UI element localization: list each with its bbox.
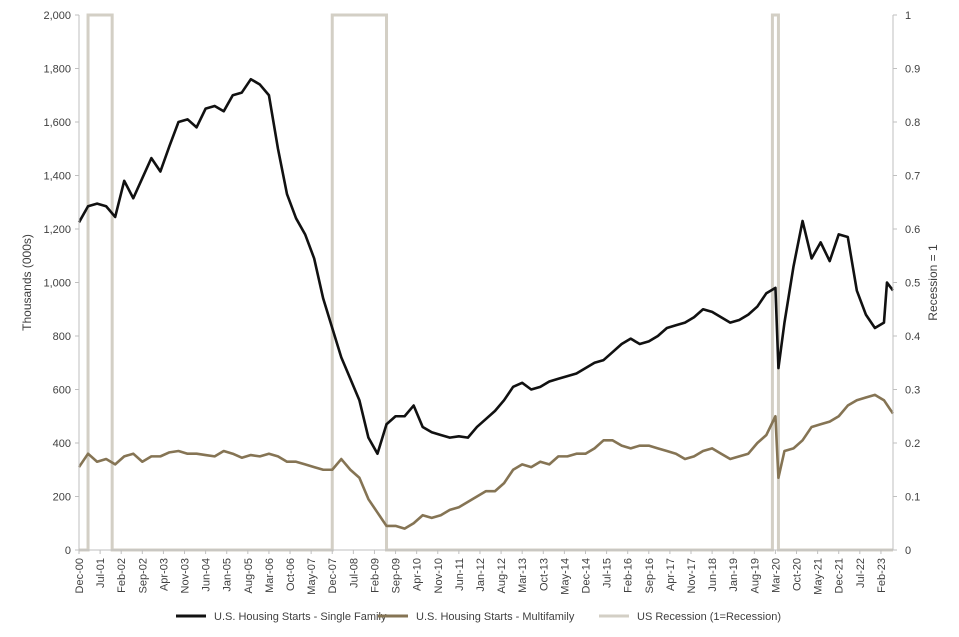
x-tick-label: Dec-14 <box>580 558 592 593</box>
recession-series-line <box>79 13 893 552</box>
x-tick-label: Feb-16 <box>623 558 635 593</box>
x-tick-label: Feb-09 <box>369 558 381 593</box>
y2-tick-label: 0.5 <box>905 278 920 290</box>
x-tick-label: Jun-18 <box>707 558 719 592</box>
y2-tick-label: 0.4 <box>905 331 920 343</box>
x-tick-label: Nov-10 <box>433 558 445 593</box>
x-tick-label: Nov-17 <box>686 558 698 593</box>
x-tick-label: Dec-00 <box>74 558 86 593</box>
y2-tick-label: 0 <box>905 545 911 557</box>
legend-label: U.S. Housing Starts - Single Family <box>214 611 387 623</box>
y-tick-label: 600 <box>53 385 71 397</box>
legend-single-family: U.S. Housing Starts - Single Family <box>176 611 387 623</box>
multifamily-series-line <box>77 393 895 530</box>
x-tick-label: Aug-12 <box>496 558 508 593</box>
y2-tick-label: 1 <box>905 10 911 22</box>
x-tick-label: Aug-05 <box>243 558 255 593</box>
x-tick-label: Sep-09 <box>391 558 403 593</box>
legend-recession: US Recession (1=Recession) <box>599 611 781 623</box>
y-tick-label: 1,000 <box>43 278 71 290</box>
x-tick-label: May-21 <box>813 558 825 595</box>
x-tick-label: Mar-20 <box>770 558 782 593</box>
x-tick-label: Feb-23 <box>876 558 888 593</box>
x-tick-label: Aug-19 <box>749 558 761 593</box>
y2-tick-label: 0.1 <box>905 492 920 504</box>
x-tick-label: Jun-11 <box>454 558 466 591</box>
recession-series-layer <box>79 13 893 552</box>
x-tick-label: Mar-13 <box>517 558 529 593</box>
single-family-series-layer <box>77 77 895 456</box>
x-tick-label: Sep-02 <box>137 558 149 593</box>
y-tick-label: 2,000 <box>43 10 71 22</box>
x-tick-label: Dec-21 <box>834 558 846 593</box>
x-tick-label: Jul-22 <box>855 558 867 588</box>
x-tick-label: Apr-10 <box>412 558 424 591</box>
x-tick-label: Jul-01 <box>95 558 107 588</box>
y2-axis-title: Recession = 1 <box>926 244 940 321</box>
axes-layer: 0 200 400 600 800 1,000 1,200 1,400 1,600 1,800 2,… <box>20 10 940 595</box>
x-tick-label: Oct-13 <box>538 558 550 591</box>
y-tick-label: 400 <box>53 438 71 450</box>
legend-label: US Recession (1=Recession) <box>637 611 781 623</box>
x-tick-label: Apr-03 <box>158 558 170 591</box>
y2-tick-label: 0.7 <box>905 171 920 183</box>
y-tick-label: 0 <box>65 545 71 557</box>
single-family-series-line <box>77 77 895 456</box>
y2-tick-label: 0.2 <box>905 438 920 450</box>
y-tick-label: 800 <box>53 331 71 343</box>
x-tick-label: Jul-08 <box>348 558 360 588</box>
y-tick-label: 1,800 <box>43 64 71 76</box>
x-tick-label: May-07 <box>306 558 318 595</box>
x-tick-label: Jul-15 <box>602 558 614 588</box>
y-tick-label: 1,600 <box>43 117 71 129</box>
y2-tick-label: 0.3 <box>905 385 920 397</box>
x-tick-label: Jan-12 <box>475 558 487 592</box>
x-tick-label: Mar-06 <box>264 558 276 593</box>
y2-tick-label: 0.8 <box>905 117 920 129</box>
x-tick-label: Nov-03 <box>180 558 192 593</box>
y-tick-label: 200 <box>53 492 71 504</box>
y-axis-title: Thousands (000s) <box>20 234 34 331</box>
y2-tick-label: 0.9 <box>905 64 920 76</box>
x-tick-label: Jun-04 <box>201 558 213 592</box>
x-tick-label: Oct-20 <box>792 558 804 591</box>
x-tick-label: Sep-16 <box>644 558 656 593</box>
x-tick-label: Jan-19 <box>728 558 740 592</box>
multifamily-series-layer <box>77 393 895 530</box>
x-tick-label: Jan-05 <box>222 558 234 592</box>
legend-label: U.S. Housing Starts - Multifamily <box>416 611 575 623</box>
y-tick-label: 1,200 <box>43 224 71 236</box>
legend: U.S. Housing Starts - Single Family U.S. … <box>176 611 781 623</box>
x-tick-label: Dec-07 <box>327 558 339 593</box>
y-tick-label: 1,400 <box>43 171 71 183</box>
y2-tick-label: 0.6 <box>905 224 920 236</box>
x-tick-label: May-14 <box>559 558 571 595</box>
x-tick-label: Oct-06 <box>285 558 297 591</box>
legend-multifamily: U.S. Housing Starts - Multifamily <box>378 611 575 623</box>
x-tick-label: Feb-02 <box>116 558 128 593</box>
x-tick-label: Apr-17 <box>665 558 677 591</box>
